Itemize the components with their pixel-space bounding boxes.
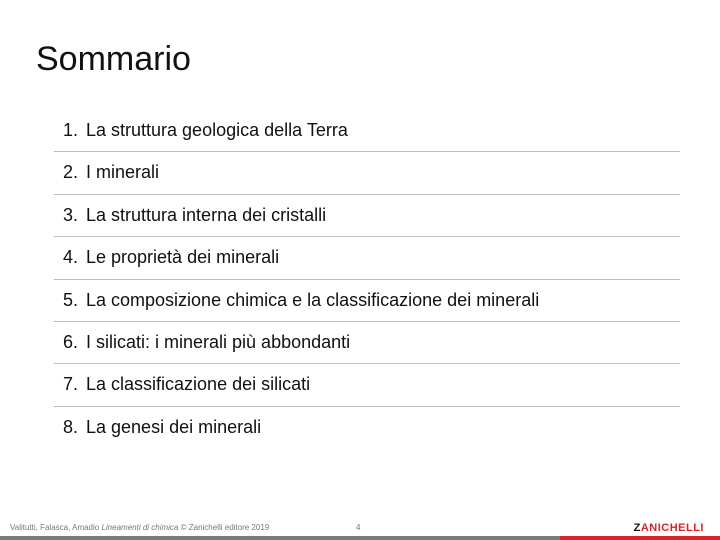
footer-bar-grey	[0, 536, 560, 540]
toc-list: 1. La struttura geologica della Terra 2. I…	[54, 110, 680, 448]
list-item: 5. La composizione chimica e la classific…	[54, 280, 680, 322]
item-number: 6.	[54, 331, 78, 354]
item-number: 3.	[54, 204, 78, 227]
item-number: 4.	[54, 246, 78, 269]
footer-bar	[0, 536, 720, 540]
item-number: 2.	[54, 161, 78, 184]
list-item: 8. La genesi dei minerali	[54, 407, 680, 448]
footer-credits: Valitutti, Falasca, Amadio Lineamenti di…	[10, 523, 269, 532]
item-text: I minerali	[86, 161, 680, 184]
footer: Valitutti, Falasca, Amadio Lineamenti di…	[0, 514, 720, 540]
footer-bar-red	[560, 536, 720, 540]
list-item: 6. I silicati: i minerali più abbondanti	[54, 322, 680, 364]
item-number: 5.	[54, 289, 78, 312]
slide: Sommario 1. La struttura geologica della …	[0, 0, 720, 540]
list-item: 4. Le proprietà dei minerali	[54, 237, 680, 279]
list-item: 2. I minerali	[54, 152, 680, 194]
logo-letter: Z	[634, 522, 641, 534]
item-number: 8.	[54, 416, 78, 439]
item-number: 1.	[54, 119, 78, 142]
item-text: La genesi dei minerali	[86, 416, 680, 439]
footer-book: Lineamenti di chimica	[101, 523, 178, 532]
list-item: 7. La classificazione dei silicati	[54, 364, 680, 406]
footer-copyright: © Zanichelli editore 2019	[178, 523, 269, 532]
item-text: I silicati: i minerali più abbondanti	[86, 331, 680, 354]
item-text: La struttura interna dei cristalli	[86, 204, 680, 227]
item-text: Le proprietà dei minerali	[86, 246, 680, 269]
page-number: 4	[356, 523, 360, 532]
item-number: 7.	[54, 373, 78, 396]
item-text: La struttura geologica della Terra	[86, 119, 680, 142]
footer-authors: Valitutti, Falasca, Amadio	[10, 523, 101, 532]
slide-title: Sommario	[36, 40, 191, 79]
item-text: La classificazione dei silicati	[86, 373, 680, 396]
logo-text: ANICHELLI	[641, 522, 704, 534]
list-item: 3. La struttura interna dei cristalli	[54, 195, 680, 237]
publisher-logo: ZANICHELLI	[634, 522, 704, 534]
list-item: 1. La struttura geologica della Terra	[54, 110, 680, 152]
item-text: La composizione chimica e la classificaz…	[86, 289, 680, 312]
